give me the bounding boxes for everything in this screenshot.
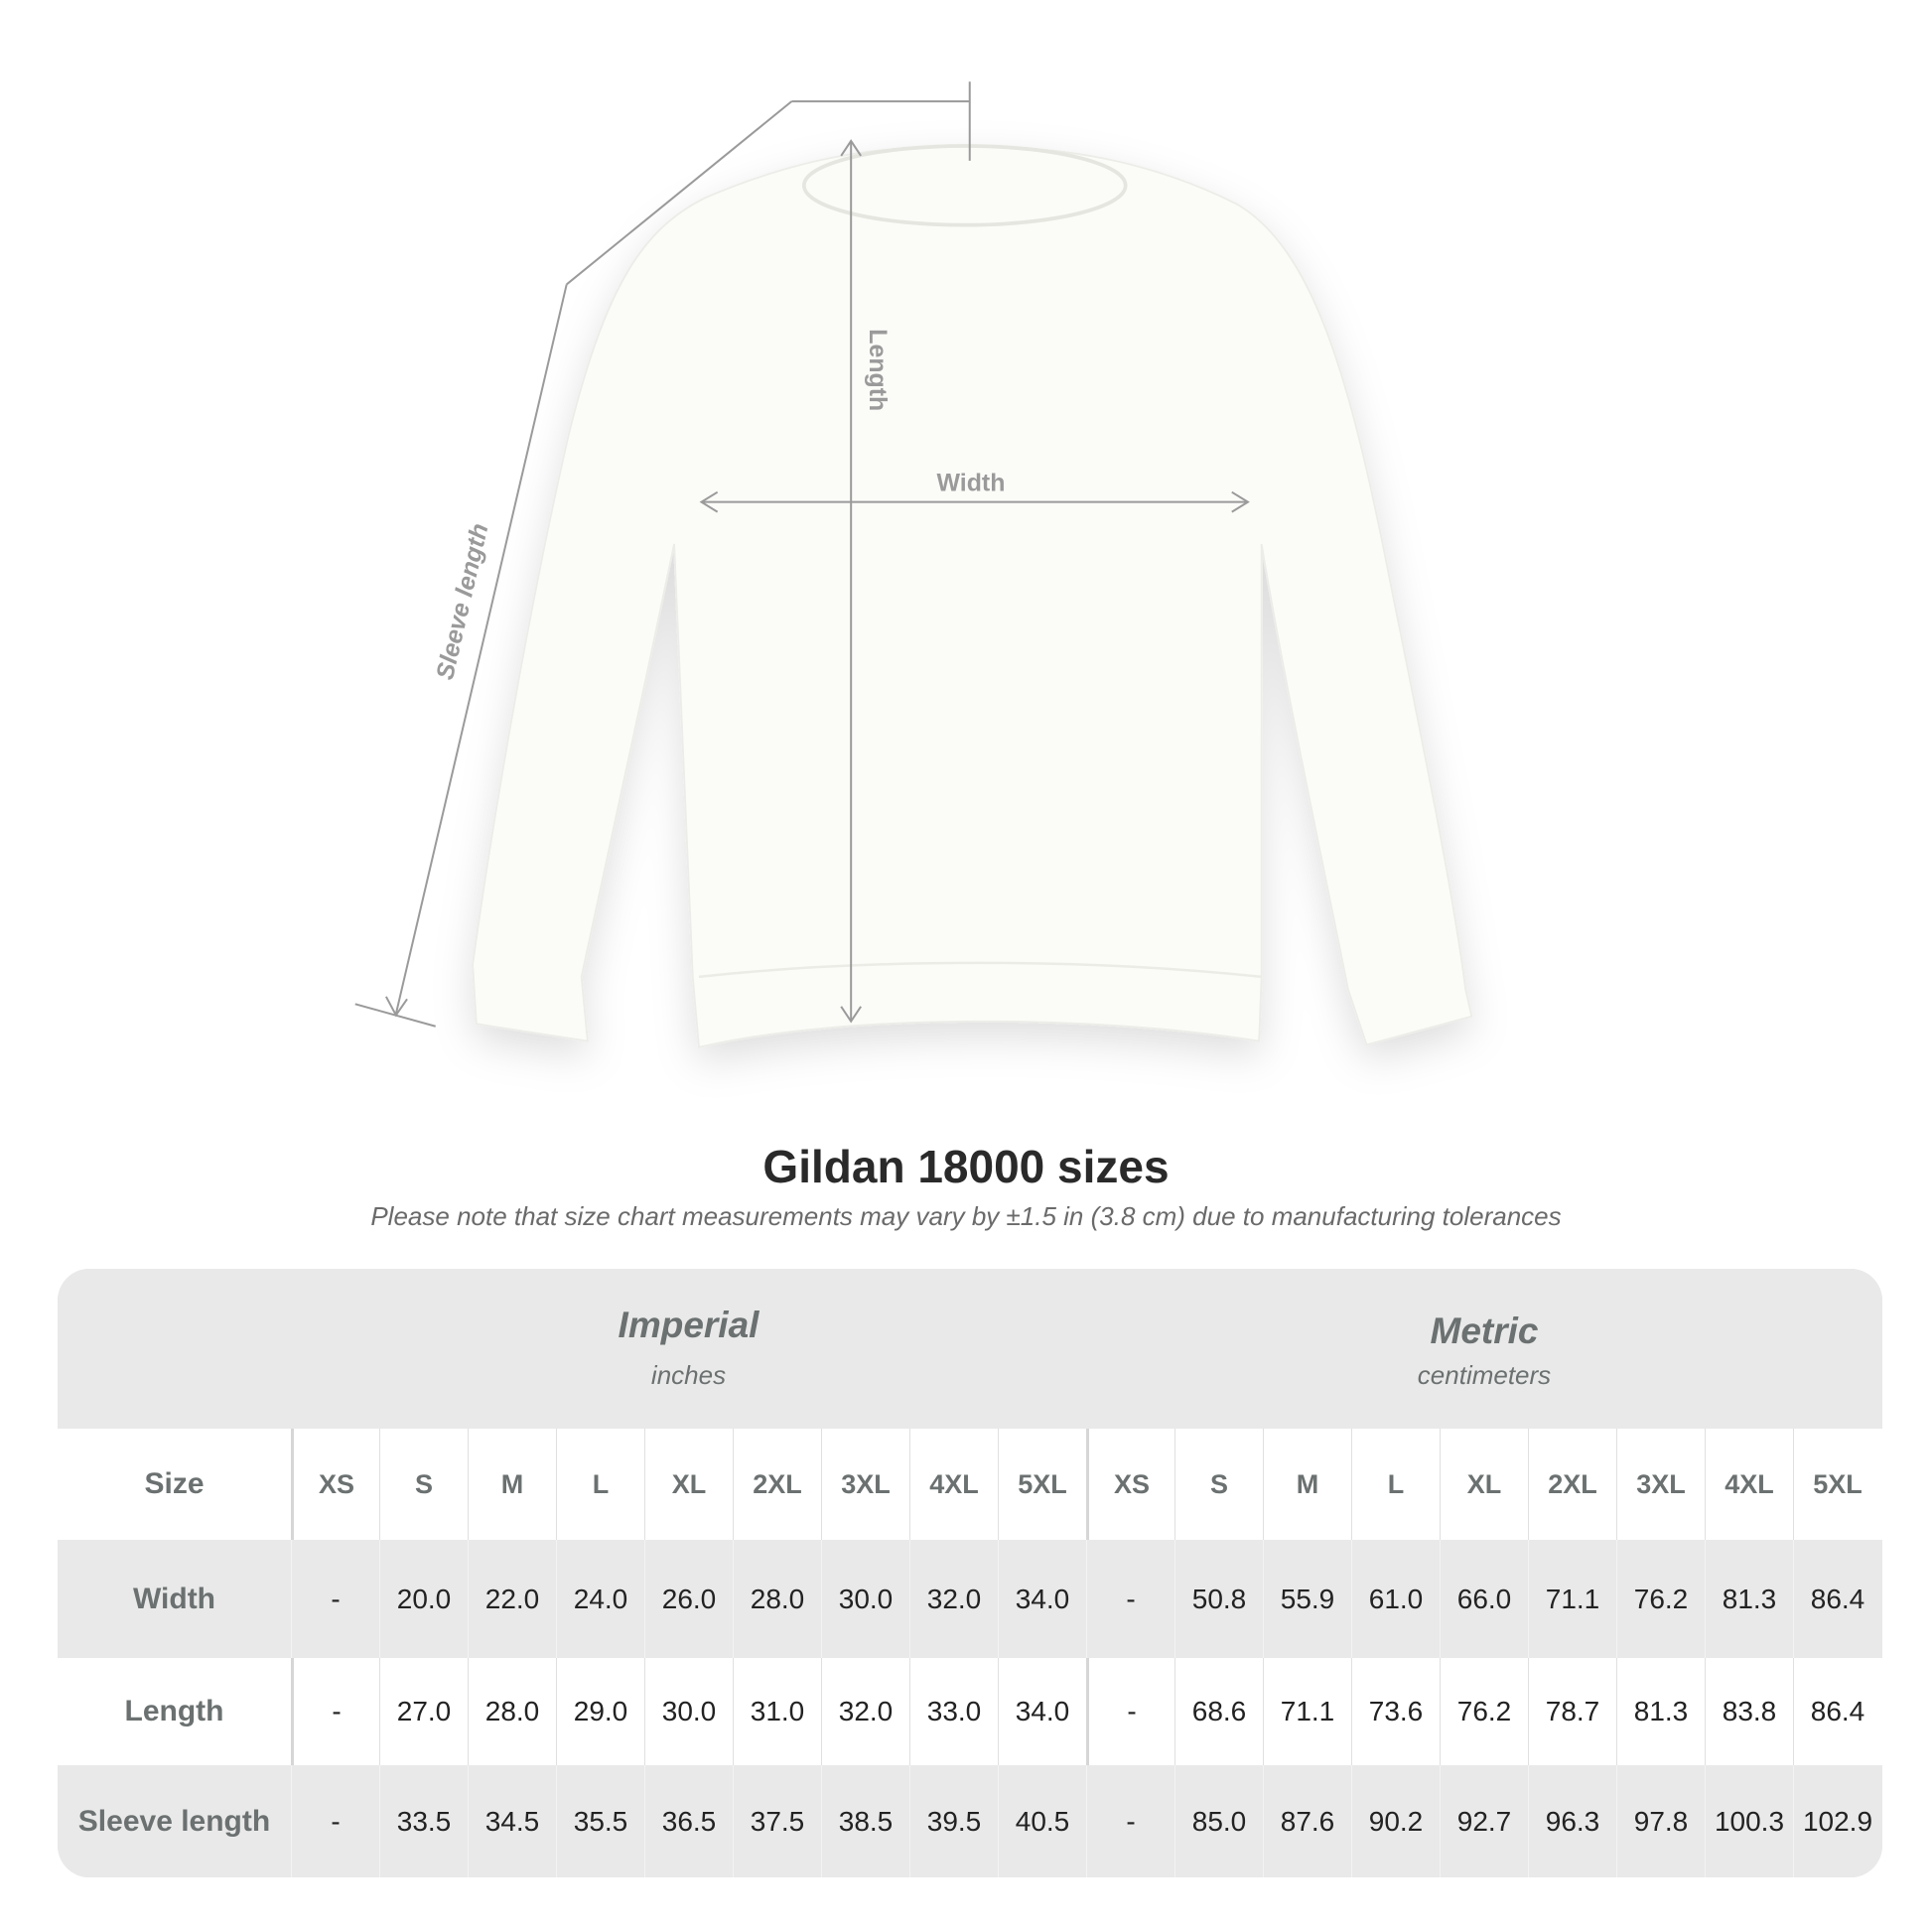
width-label: Width bbox=[937, 469, 1006, 496]
table-cell: 33.5 bbox=[379, 1765, 468, 1877]
size-header-cell: L bbox=[556, 1429, 644, 1540]
table-cell: 32.0 bbox=[909, 1540, 998, 1658]
size-header-cell: XL bbox=[644, 1429, 733, 1540]
size-header-cell: 4XL bbox=[909, 1429, 998, 1540]
table-cell: 86.4 bbox=[1793, 1658, 1881, 1765]
imperial-title: Imperial bbox=[618, 1305, 759, 1345]
table-cell: 97.8 bbox=[1616, 1765, 1705, 1877]
size-header-cell: XS bbox=[291, 1429, 379, 1540]
table-cell: - bbox=[1086, 1540, 1174, 1658]
length-label: Length bbox=[864, 329, 892, 411]
table-cell: 66.0 bbox=[1440, 1540, 1528, 1658]
table-header-band bbox=[58, 1269, 1882, 1429]
row-label: Length bbox=[124, 1695, 224, 1727]
table-cell: 33.0 bbox=[909, 1658, 998, 1765]
table-cell: 61.0 bbox=[1351, 1540, 1440, 1658]
size-header-cell: L bbox=[1351, 1429, 1440, 1540]
table-cell: 38.5 bbox=[821, 1765, 909, 1877]
table-cell: - bbox=[1086, 1765, 1174, 1877]
size-header-cell: 3XL bbox=[821, 1429, 909, 1540]
size-table: Imperial inches Metric centimeters Size … bbox=[58, 1269, 1882, 1877]
metric-title: Metric bbox=[1430, 1311, 1539, 1351]
table-cell: - bbox=[291, 1658, 379, 1765]
table-cell: 22.0 bbox=[468, 1540, 556, 1658]
table-cell: 76.2 bbox=[1440, 1658, 1528, 1765]
table-cell: 78.7 bbox=[1528, 1658, 1616, 1765]
size-label: Size bbox=[144, 1467, 205, 1500]
size-header-cell: 3XL bbox=[1616, 1429, 1705, 1540]
table-cell: 71.1 bbox=[1528, 1540, 1616, 1658]
table-cell: 81.3 bbox=[1616, 1658, 1705, 1765]
size-header-cell: S bbox=[379, 1429, 468, 1540]
table-cell: 100.3 bbox=[1705, 1765, 1793, 1877]
table-cell: 37.5 bbox=[733, 1765, 821, 1877]
table-cell: 92.7 bbox=[1440, 1765, 1528, 1877]
imperial-unit: inches bbox=[650, 1360, 727, 1390]
size-header-cell: 5XL bbox=[1793, 1429, 1881, 1540]
table-cell: - bbox=[1086, 1658, 1174, 1765]
sweatshirt-image bbox=[472, 145, 1473, 1049]
table-cell: 87.6 bbox=[1263, 1765, 1351, 1877]
table-cell: 36.5 bbox=[644, 1765, 733, 1877]
page-title: Gildan 18000 sizes bbox=[762, 1141, 1170, 1192]
table-cell: 85.0 bbox=[1174, 1765, 1263, 1877]
table-cell: 50.8 bbox=[1174, 1540, 1263, 1658]
table-cell: 28.0 bbox=[468, 1658, 556, 1765]
table-cell: 31.0 bbox=[733, 1658, 821, 1765]
table-cell: 76.2 bbox=[1616, 1540, 1705, 1658]
size-row: Size XS S M L XL 2XL 3XL 4XL 5XL XS S M L XL 2XL 3XL 4XL… bbox=[58, 1429, 1882, 1540]
table-cell: 24.0 bbox=[556, 1540, 644, 1658]
table-cell: 34.5 bbox=[468, 1765, 556, 1877]
table-cell: 39.5 bbox=[909, 1765, 998, 1877]
table-cell: - bbox=[291, 1765, 379, 1877]
size-header-cell: 2XL bbox=[1528, 1429, 1616, 1540]
table-cell: - bbox=[291, 1540, 379, 1658]
size-header-cell: 2XL bbox=[733, 1429, 821, 1540]
table-cell: 32.0 bbox=[821, 1658, 909, 1765]
table-cell: 68.6 bbox=[1174, 1658, 1263, 1765]
size-header-cell: 4XL bbox=[1705, 1429, 1793, 1540]
table-cell: 71.1 bbox=[1263, 1658, 1351, 1765]
size-header-cell: 5XL bbox=[998, 1429, 1086, 1540]
table-cell: 35.5 bbox=[556, 1765, 644, 1877]
table-cell: 34.0 bbox=[998, 1540, 1086, 1658]
metric-unit: centimeters bbox=[1417, 1360, 1552, 1390]
sleeve-length-label: Sleeve length bbox=[431, 521, 493, 683]
table-cell: 28.0 bbox=[733, 1540, 821, 1658]
table-cell: 83.8 bbox=[1705, 1658, 1793, 1765]
table-cell: 30.0 bbox=[644, 1658, 733, 1765]
imperial-header: Imperial inches bbox=[291, 1305, 1086, 1391]
table-cell: 40.5 bbox=[998, 1765, 1086, 1877]
metric-header: Metric centimeters bbox=[1086, 1311, 1882, 1391]
table-cell: 102.9 bbox=[1793, 1765, 1881, 1877]
row-label: Width bbox=[132, 1582, 216, 1615]
table-cell: 96.3 bbox=[1528, 1765, 1616, 1877]
table-cell: 55.9 bbox=[1263, 1540, 1351, 1658]
table-row: Width -20.0 22.0 24.0 26.0 28.0 30.0 32.0 34.0-5… bbox=[58, 1540, 1882, 1658]
table-row: Sleeve length -33.5 34.5 35.5 36.5 37.5 38.5 39… bbox=[58, 1765, 1882, 1877]
table-cell: 26.0 bbox=[644, 1540, 733, 1658]
table-cell: 29.0 bbox=[556, 1658, 644, 1765]
table-cell: 81.3 bbox=[1705, 1540, 1793, 1658]
table-row: Length -27.0 28.0 29.0 30.0 31.0 32.0 33.0 34.0-… bbox=[58, 1658, 1882, 1765]
row-label: Sleeve length bbox=[77, 1804, 271, 1838]
table-cell: 27.0 bbox=[379, 1658, 468, 1765]
table-cell: 73.6 bbox=[1351, 1658, 1440, 1765]
tolerance-note: Please note that size chart measurements… bbox=[370, 1201, 1562, 1231]
table-cell: 86.4 bbox=[1793, 1540, 1881, 1658]
table-cell: 90.2 bbox=[1351, 1765, 1440, 1877]
size-header-cell: M bbox=[1263, 1429, 1351, 1540]
size-header-cell: S bbox=[1174, 1429, 1263, 1540]
size-header-cell: XL bbox=[1440, 1429, 1528, 1540]
table-cell: 34.0 bbox=[998, 1658, 1086, 1765]
measurement-lines bbox=[354, 81, 1250, 1028]
size-header-cell: M bbox=[468, 1429, 556, 1540]
size-header-cell: XS bbox=[1086, 1429, 1174, 1540]
table-cell: 20.0 bbox=[379, 1540, 468, 1658]
sweatshirt-diagram: Length Width Sleeve length bbox=[354, 81, 1473, 1049]
table-cell: 30.0 bbox=[821, 1540, 909, 1658]
